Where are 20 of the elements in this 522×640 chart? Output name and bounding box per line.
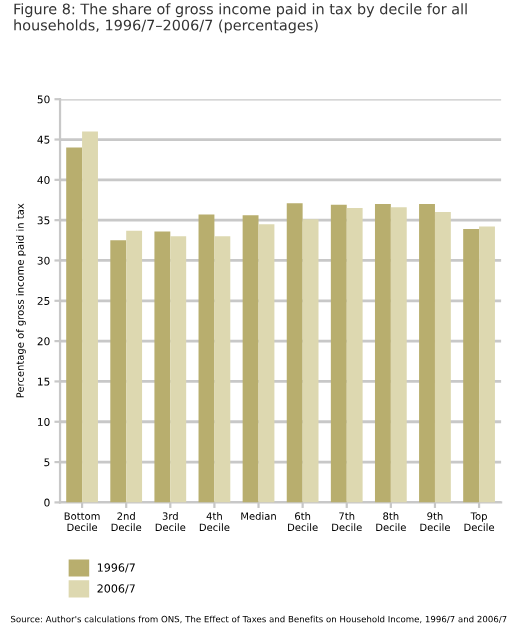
bar <box>346 208 363 503</box>
bar <box>302 219 319 503</box>
bar <box>419 204 435 503</box>
bar <box>198 214 215 503</box>
bar <box>479 226 495 503</box>
bar <box>242 215 259 503</box>
bar <box>214 236 231 503</box>
bar <box>463 229 480 503</box>
bar <box>286 203 303 503</box>
bar <box>154 231 171 503</box>
bar <box>374 204 391 503</box>
bar <box>126 230 143 503</box>
bar <box>110 240 127 503</box>
bar <box>66 147 83 503</box>
bar <box>434 212 451 503</box>
bar <box>82 131 98 503</box>
bar <box>390 207 407 503</box>
bar <box>258 224 275 503</box>
bar <box>330 204 347 503</box>
bar <box>170 236 187 503</box>
